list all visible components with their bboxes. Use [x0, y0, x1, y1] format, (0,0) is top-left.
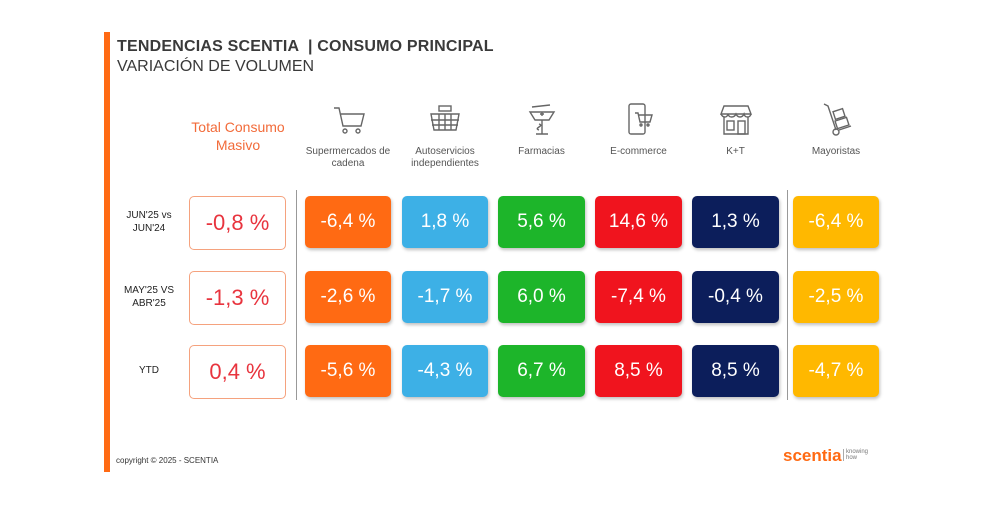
value-cell: 6,7 % — [498, 345, 585, 397]
value-cell: -0,4 % — [692, 271, 779, 323]
copyright: copyright © 2025 - SCENTIA — [116, 456, 219, 465]
store-icon — [719, 105, 752, 135]
value-cell: 5,6 % — [498, 196, 585, 248]
column-header: Autoservicios independientes — [395, 100, 495, 170]
divider — [296, 190, 297, 400]
column-header: E-commerce — [589, 100, 689, 158]
column-header: Mayoristas — [786, 100, 886, 158]
row-label: MAY'25 VS ABR'25 — [123, 285, 175, 309]
column-label: Mayoristas — [811, 146, 861, 157]
value-cell: -5,6 % — [305, 345, 391, 397]
value-cell: -6,4 % — [305, 196, 391, 248]
shopping-cart-icon — [334, 107, 365, 134]
value-cell: 6,0 % — [498, 271, 585, 323]
accent-bar — [104, 32, 110, 472]
value-cell: -7,4 % — [595, 271, 682, 323]
page-title: TENDENCIAS SCENTIA | CONSUMO PRINCIPAL — [117, 38, 494, 55]
value-cell: -6,4 % — [793, 196, 879, 248]
hand-truck-icon — [823, 103, 852, 136]
column-label: Autoservicios independientes — [411, 146, 479, 169]
pharmacy-icon — [528, 104, 555, 135]
value-cell: 8,5 % — [595, 345, 682, 397]
value-cell: 1,8 % — [402, 196, 488, 248]
value-cell: 1,3 % — [692, 196, 779, 248]
divider — [787, 190, 788, 400]
scentia-logo: scentia — [783, 446, 842, 465]
logo-tagline: knowing how — [843, 449, 870, 461]
column-header: Supermercados de cadena — [298, 100, 398, 170]
total-cell: 0,4 % — [189, 345, 286, 399]
total-cell: -1,3 % — [189, 271, 286, 325]
value-cell: -2,5 % — [793, 271, 879, 323]
row-label: JUN'25 vs JUN'24 — [126, 210, 172, 234]
total-cell: -0,8 % — [189, 196, 286, 250]
tagline-text: knowing how — [846, 449, 869, 461]
value-cell: 8,5 % — [692, 345, 779, 397]
column-header: K+T — [686, 100, 786, 158]
value-cell: -1,7 % — [402, 271, 488, 323]
value-cell: -2,6 % — [305, 271, 391, 323]
column-label: Supermercados de cadena — [305, 146, 391, 169]
value-cell: -4,3 % — [402, 345, 488, 397]
column-label: Farmacias — [518, 146, 565, 157]
page-subtitle: VARIACIÓN DE VOLUMEN — [117, 58, 315, 75]
basket-icon — [430, 105, 460, 131]
column-header: Farmacias — [492, 100, 592, 158]
value-cell: 14,6 % — [595, 196, 682, 248]
total-header: Total Consumo Masivo — [191, 119, 285, 153]
column-label: K+T — [726, 146, 745, 157]
row-label: YTD — [139, 365, 159, 376]
column-label: E-commerce — [610, 146, 667, 157]
value-cell: -4,7 % — [793, 345, 879, 397]
mobile-cart-icon — [627, 103, 653, 135]
